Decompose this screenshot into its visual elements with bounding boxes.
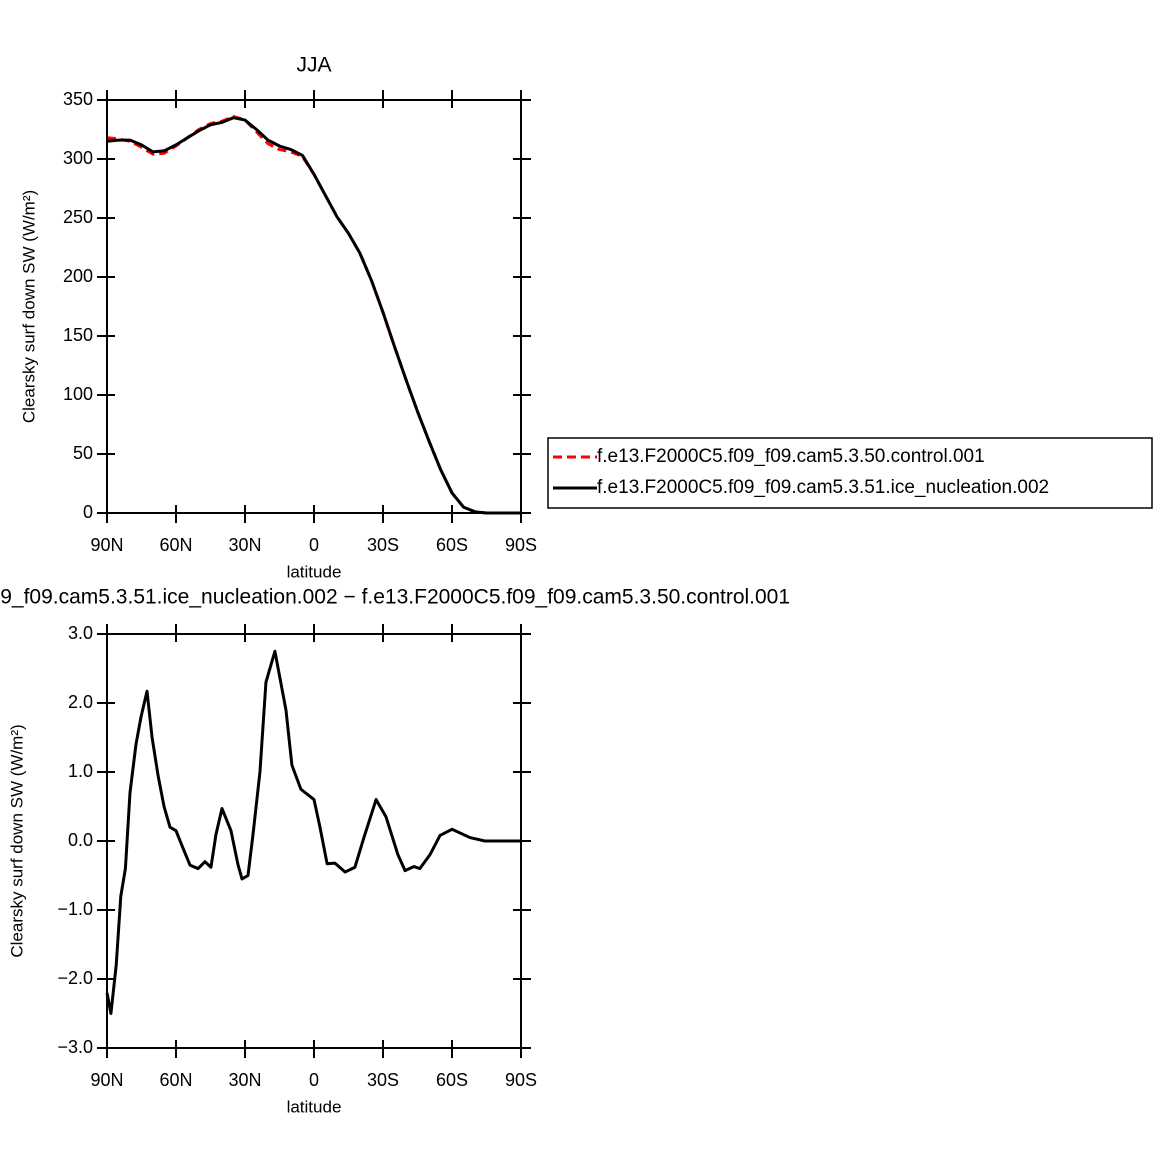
y-tick-label: −3.0 [57, 1037, 93, 1057]
chart-title: JJA [296, 54, 331, 77]
x-tick-label: 60S [436, 535, 468, 555]
x-tick-label: 90S [505, 1070, 537, 1090]
data-line [106, 116, 521, 515]
chart-title: f.e13.F2000C5.f09_f09.cam5.3.51.ice_nucl… [0, 586, 790, 609]
data-line [105, 649, 521, 1015]
y-tick-label: 50 [73, 443, 93, 463]
plot-frame [106, 633, 522, 1049]
y-axis-label: Clearsky surf down SW (W/m²) [7, 724, 26, 957]
x-tick-label: 30N [228, 1070, 261, 1090]
x-tick-label: 90S [505, 535, 537, 555]
y-tick-label: 250 [63, 207, 93, 227]
legend-box [547, 437, 1153, 509]
y-tick-label: 0 [83, 502, 93, 522]
y-tick-label: −2.0 [57, 968, 93, 988]
x-tick-label: 60N [159, 1070, 192, 1090]
x-tick-label: 0 [309, 535, 319, 555]
x-tick-label: 60N [159, 535, 192, 555]
y-tick-label: 100 [63, 384, 93, 404]
y-tick-label: 2.0 [68, 692, 93, 712]
legend: f.e13.F2000C5.f09_f09.cam5.3.50.control.… [547, 437, 1153, 509]
x-axis-label: latitude [287, 562, 342, 581]
x-tick-label: 90N [90, 1070, 123, 1090]
y-tick-label: 350 [63, 89, 93, 109]
y-tick-label: −1.0 [57, 899, 93, 919]
legend-label: f.e13.F2000C5.f09_f09.cam5.3.51.ice_nucl… [597, 477, 1049, 498]
x-tick-label: 60S [436, 1070, 468, 1090]
x-axis-label: latitude [287, 1097, 342, 1116]
x-tick-label: 30S [367, 1070, 399, 1090]
y-tick-label: 1.0 [68, 761, 93, 781]
x-tick-label: 30N [228, 535, 261, 555]
y-axis-label: Clearsky surf down SW (W/m²) [19, 190, 38, 423]
plot-frame [106, 99, 522, 514]
y-tick-label: 3.0 [68, 623, 93, 643]
y-tick-label: 150 [63, 325, 93, 345]
y-tick-label: 300 [63, 148, 93, 168]
x-tick-label: 0 [309, 1070, 319, 1090]
y-tick-label: 0.0 [68, 830, 93, 850]
x-tick-label: 30S [367, 535, 399, 555]
y-tick-label: 200 [63, 266, 93, 286]
legend-label: f.e13.F2000C5.f09_f09.cam5.3.50.control.… [597, 446, 985, 467]
x-tick-label: 90N [90, 535, 123, 555]
